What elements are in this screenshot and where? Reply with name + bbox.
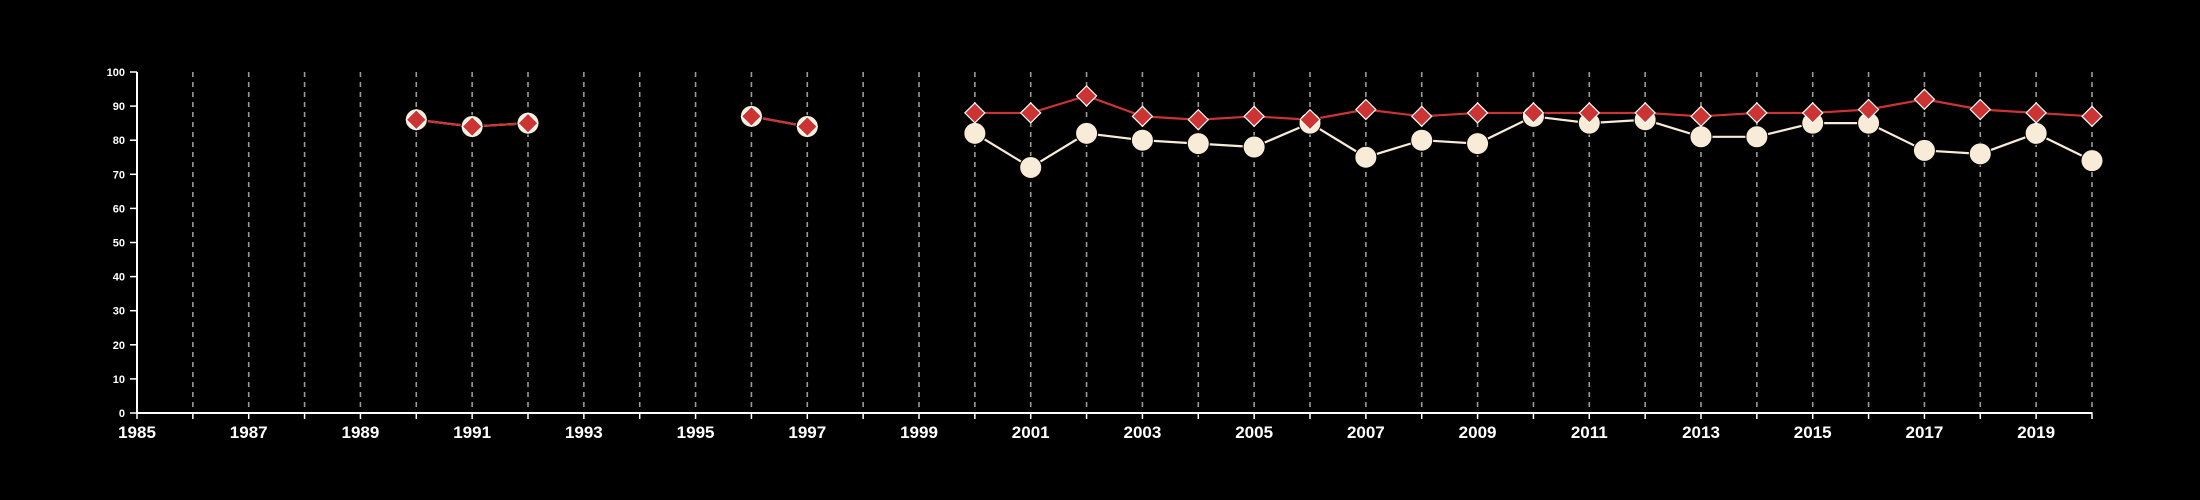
x-tick-label-2001: 2001 <box>1012 423 1050 442</box>
x-tick-label-2015: 2015 <box>1794 423 1832 442</box>
x-tick-label-1993: 1993 <box>565 423 603 442</box>
diamond-point-2008 <box>1410 105 1433 128</box>
circle-point-2008 <box>1410 128 1434 152</box>
x-tick-label-2005: 2005 <box>1235 423 1273 442</box>
y-tick-label-80: 80 <box>113 135 125 147</box>
y-axis-ticks: 0 10 20 30 40 50 60 70 80 90 100 <box>107 67 137 420</box>
x-tick-label-2013: 2013 <box>1682 423 1720 442</box>
x-tick-label-1995: 1995 <box>677 423 715 442</box>
y-tick-label-100: 100 <box>107 67 125 79</box>
circle-point-2007 <box>1354 145 1378 169</box>
y-tick-label-90: 90 <box>113 101 125 113</box>
diamond-point-2007 <box>1355 98 1377 121</box>
x-tick-label-2017: 2017 <box>1906 423 1944 442</box>
diamond-point-2002 <box>1075 85 1098 107</box>
circle-point-2005 <box>1242 135 1266 159</box>
diamond-point-2012 <box>1634 102 1656 124</box>
diamond-point-2013 <box>1690 105 1712 128</box>
circle-point-2019 <box>2024 121 2048 145</box>
diamond-point-2020 <box>2081 105 2103 128</box>
diamond-point-2014 <box>1746 102 1768 124</box>
circle-point-2013 <box>1689 125 1713 149</box>
circle-point-2003 <box>1130 128 1154 152</box>
diamond-point-2009 <box>1466 102 1489 124</box>
x-tick-label-2003: 2003 <box>1124 423 1162 442</box>
diamond-point-2019 <box>2025 102 2047 124</box>
diamond-point-2010 <box>1522 102 1545 124</box>
y-tick-label-60: 60 <box>113 203 125 215</box>
y-tick-label-30: 30 <box>113 306 125 318</box>
circle-point-2000 <box>963 121 987 145</box>
diamond-point-1992 <box>517 112 539 134</box>
circle-point-2020 <box>2080 149 2104 173</box>
y-tick-label-10: 10 <box>113 374 125 386</box>
circle-point-2001 <box>1019 155 1043 179</box>
y-tick-label-20: 20 <box>113 340 125 352</box>
circle-point-2014 <box>1745 125 1769 149</box>
x-axis-ticks: 1985 1987 1989 1991 1993 1995 1997 1999 2001 2003… <box>118 413 2093 442</box>
circle-point-2017 <box>1912 138 1936 162</box>
x-tick-label-1987: 1987 <box>230 423 268 442</box>
x-tick-label-2009: 2009 <box>1459 423 1497 442</box>
x-tick-label-2011: 2011 <box>1571 423 1608 442</box>
y-tick-label-50: 50 <box>113 238 125 250</box>
x-tick-label-1999: 1999 <box>900 423 938 442</box>
diamond-point-2016 <box>1857 98 1880 121</box>
x-tick-label-2019: 2019 <box>2017 423 2055 442</box>
series-0-markers <box>405 85 2103 138</box>
x-tick-label-2007: 2007 <box>1347 423 1385 442</box>
circle-point-2002 <box>1075 121 1099 145</box>
y-tick-label-0: 0 <box>119 408 125 420</box>
series-layer <box>404 85 2104 179</box>
y-tick-label-70: 70 <box>113 169 125 181</box>
diamond-point-2001 <box>1019 102 1042 124</box>
diamond-point-2005 <box>1243 105 1265 128</box>
diamond-point-2000 <box>964 102 986 124</box>
diamond-point-1997 <box>796 115 819 138</box>
diamond-point-1990 <box>405 108 428 131</box>
diamond-point-2011 <box>1578 102 1601 124</box>
diamond-point-1991 <box>461 115 483 138</box>
diamond-point-2006 <box>1299 108 1321 131</box>
x-tick-label-1989: 1989 <box>342 423 380 442</box>
x-tick-label-1985: 1985 <box>118 423 156 442</box>
circle-point-2004 <box>1186 132 1210 156</box>
vertical-gridlines <box>192 72 2093 413</box>
diamond-point-2015 <box>1801 102 1824 124</box>
diamond-point-2004 <box>1187 108 1210 131</box>
circle-point-2018 <box>1968 142 1992 166</box>
diamond-point-2018 <box>1969 98 1992 121</box>
x-tick-label-1997: 1997 <box>788 423 826 442</box>
x-tick-label-1991: 1991 <box>453 423 491 442</box>
y-tick-label-40: 40 <box>113 272 125 284</box>
circle-point-2009 <box>1466 132 1490 156</box>
axes <box>136 72 2092 414</box>
diamond-point-2003 <box>1131 105 1154 128</box>
diamond-point-2017 <box>1913 88 1936 111</box>
diamond-point-1996 <box>740 105 763 128</box>
